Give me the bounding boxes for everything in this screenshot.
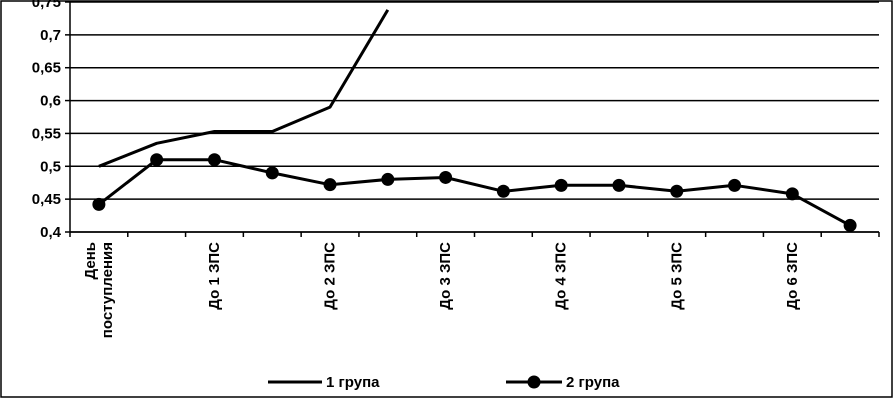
x-tick-labels: День поступления До 1 ЗПС До 2 ЗПС До 3 ЗПС Д… [82,242,801,338]
series-2-point [612,178,626,192]
series-2-point [785,187,799,201]
series-2-point [207,153,221,167]
series-2-point [843,218,857,232]
series-2-point [439,170,453,184]
series-2-point [265,166,279,180]
y-tick-label: 0,7 [40,27,61,44]
x-tick-label: поступления [99,242,116,338]
y-tick-labels: 0,4 0,45 0,5 0,55 0,6 0,65 0,7 0,75 [32,0,62,241]
x-tick-label: До 1 ЗПС [206,242,223,310]
series-line-1 [98,9,390,168]
series-line-2 [97,158,851,227]
legend-marker-2 [527,375,541,389]
series-2-point [554,178,568,192]
series-2-point [150,153,164,167]
series-2-point [92,197,106,211]
series-2-point [381,172,395,186]
y-tick-label: 0,45 [32,191,61,208]
x-tick-label: До 2 ЗПС [322,242,339,310]
y-tick-label: 0,55 [32,125,61,142]
x-tick-label: До 6 ЗПС [784,242,801,310]
y-tick-label: 0,65 [32,60,61,77]
x-tick-label: До 3 ЗПС [437,242,454,310]
series-2-point [323,178,337,192]
y-tick-label: 0,4 [40,224,62,241]
series [92,9,857,232]
legend-label-2: 2 група [566,374,620,391]
y-tick-label: 0,5 [40,158,61,175]
legend: 1 група 2 група [268,374,620,391]
series-2-point [496,184,510,198]
y-tick-label: 0,75 [32,0,61,11]
grid-lines [70,1,879,233]
x-tick-label: День [82,242,99,280]
x-tick-label: До 4 ЗПС [553,242,570,310]
series-2-point [728,178,742,192]
legend-label-1: 1 група [326,374,380,391]
x-tick-label: До 5 ЗПС [668,242,685,310]
series-2-point [670,184,684,198]
y-tick-label: 0,6 [40,93,61,110]
